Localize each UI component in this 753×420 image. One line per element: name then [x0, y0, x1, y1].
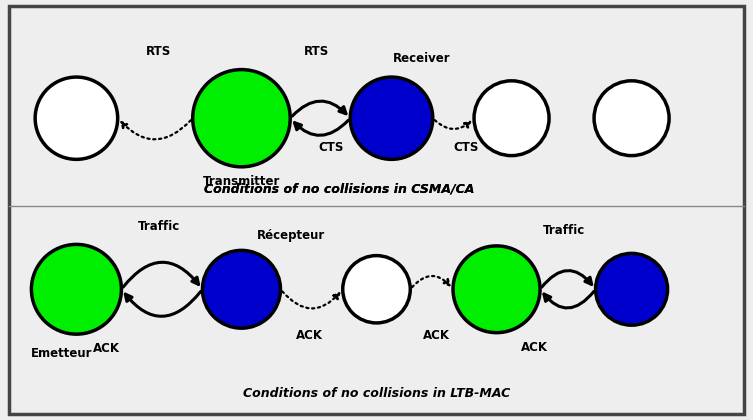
- Text: Receiver: Receiver: [393, 52, 450, 65]
- Text: RTS: RTS: [146, 45, 172, 58]
- Ellipse shape: [594, 81, 669, 156]
- Text: ACK: ACK: [423, 329, 450, 341]
- Text: Traffic: Traffic: [138, 220, 180, 233]
- Text: CTS: CTS: [454, 141, 479, 154]
- Ellipse shape: [35, 77, 117, 159]
- Ellipse shape: [350, 77, 433, 159]
- Text: CTS: CTS: [319, 141, 344, 154]
- Text: ACK: ACK: [93, 342, 120, 355]
- Text: Récepteur: Récepteur: [257, 229, 325, 242]
- Text: Traffic: Traffic: [543, 224, 585, 237]
- Ellipse shape: [596, 253, 668, 325]
- Ellipse shape: [32, 244, 121, 334]
- Ellipse shape: [203, 250, 280, 328]
- Text: Emetteur: Emetteur: [31, 346, 92, 360]
- Ellipse shape: [193, 70, 290, 167]
- Text: Conditions of no collisions in CSMA/CA: Conditions of no collisions in CSMA/CA: [204, 182, 474, 195]
- Text: Conditions of no collisions in LTB-MAC: Conditions of no collisions in LTB-MAC: [243, 387, 510, 400]
- Text: ACK: ACK: [520, 341, 547, 354]
- Ellipse shape: [453, 246, 540, 333]
- Text: RTS: RTS: [304, 45, 329, 58]
- Ellipse shape: [343, 256, 410, 323]
- Text: ACK: ACK: [295, 329, 322, 341]
- Text: Conditions of no collisions in CSMA/CA: Conditions of no collisions in CSMA/CA: [204, 182, 474, 195]
- Ellipse shape: [474, 81, 549, 156]
- Text: Transmitter: Transmitter: [203, 175, 280, 188]
